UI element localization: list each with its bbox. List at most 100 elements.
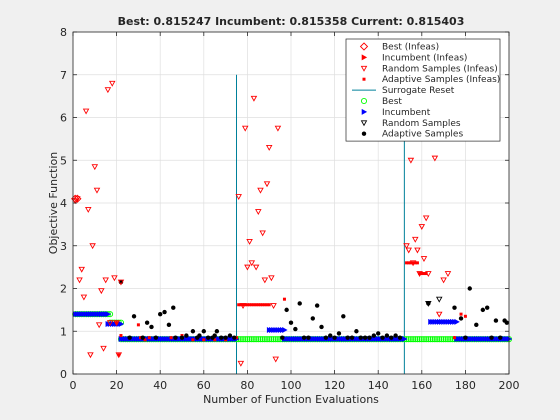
random-infeas-point — [259, 230, 266, 237]
adaptive-infeas-point — [169, 336, 173, 340]
legend: Best (Infeas)Incumbent (Infeas)Random Sa… — [345, 38, 501, 142]
x-tick-label: 80 — [240, 379, 254, 392]
best-marker — [263, 336, 271, 343]
adaptive-infeas-point — [237, 303, 241, 307]
adaptive-infeas-point — [119, 334, 123, 338]
adaptive-point — [498, 335, 503, 340]
adaptive-point — [474, 322, 479, 328]
best-marker — [444, 336, 452, 343]
adaptive-infeas-point — [241, 303, 245, 307]
random-infeas-point — [409, 260, 417, 267]
incumbent-marker — [282, 326, 288, 333]
best-marker — [418, 336, 425, 343]
y-tick-label: 6 — [60, 112, 67, 125]
adaptive-infeas-point — [252, 303, 256, 307]
best-marker — [440, 336, 447, 343]
best-marker — [250, 336, 257, 343]
adaptive-point — [153, 335, 159, 340]
best-marker — [274, 336, 281, 343]
incumbent-marker — [454, 318, 460, 325]
random-infeas-point — [239, 303, 247, 310]
x-tick-label: 60 — [197, 379, 211, 392]
adaptive-infeas-point — [411, 261, 415, 265]
random-infeas-point — [80, 294, 88, 301]
random-infeas-point — [272, 356, 280, 363]
adaptive-infeas-point — [248, 303, 252, 307]
y-tick-label: 0 — [60, 368, 67, 381]
best-marker — [410, 336, 417, 343]
legend-marker — [360, 97, 368, 105]
y-tick-label: 3 — [60, 240, 67, 253]
best-marker — [244, 336, 251, 343]
adaptive-point — [140, 335, 145, 340]
best-marker — [412, 336, 419, 343]
adaptive-infeas-point — [245, 303, 249, 307]
adaptive-point — [310, 316, 315, 321]
series-random — [425, 296, 443, 307]
adaptive-point — [376, 331, 381, 336]
adaptive-point — [341, 314, 346, 319]
adaptive-point — [493, 318, 499, 323]
random-infeas-point — [100, 345, 107, 352]
chart-title: Best: 0.815247 Incumbent: 0.815358 Curre… — [118, 15, 465, 28]
legend-marker — [360, 120, 368, 127]
random-infeas-point — [250, 95, 258, 102]
legend-entry-label: Random Samples (Infeas) — [382, 64, 498, 74]
random-infeas-point — [405, 247, 412, 254]
legend-marker — [362, 77, 366, 81]
adaptive-point — [332, 335, 337, 340]
adaptive-point — [345, 335, 350, 340]
random-infeas-point — [95, 322, 103, 329]
random-infeas-point — [104, 87, 112, 94]
legend-marker — [361, 54, 368, 61]
best-marker — [239, 336, 247, 343]
random-infeas-point — [252, 264, 260, 271]
adaptive-point — [162, 309, 167, 315]
best-marker — [407, 336, 414, 343]
random-infeas-point — [248, 260, 256, 267]
random-infeas-point — [270, 303, 277, 310]
x-tick-label: 200 — [499, 379, 520, 392]
random-infeas-point — [237, 360, 245, 367]
legend-entry-label: Best — [382, 97, 402, 107]
adaptive-point — [297, 301, 302, 306]
adaptive-point — [389, 335, 394, 340]
adaptive-point — [319, 324, 324, 330]
adaptive-point — [158, 311, 163, 317]
adaptive-point — [201, 329, 206, 334]
random-infeas-point — [255, 209, 262, 215]
legend-entry-label: Incumbent (Infeas) — [382, 53, 467, 63]
best-infeas-point — [73, 194, 82, 203]
adaptive-point — [184, 333, 189, 338]
best-marker — [270, 336, 277, 343]
adaptive-point — [232, 335, 237, 340]
adaptive-point — [362, 335, 368, 340]
random-infeas-point — [87, 352, 94, 359]
adaptive-point — [393, 333, 398, 338]
legend-entry-label: Random Samples — [382, 119, 461, 129]
best-marker — [431, 336, 438, 343]
x-axis-label: Number of Function Evaluations — [203, 393, 379, 406]
adaptive-point — [371, 333, 377, 338]
x-tick-label: 180 — [455, 379, 476, 392]
adaptive-point — [397, 335, 403, 340]
adaptive-point — [179, 335, 185, 340]
legend-marker — [361, 108, 368, 115]
adaptive-point — [223, 335, 228, 340]
best-marker — [414, 336, 421, 343]
adaptive-infeas-point — [407, 261, 411, 265]
adaptive-infeas-point — [213, 338, 217, 342]
adaptive-point — [384, 333, 390, 338]
incumbent-marker — [118, 320, 125, 327]
adaptive-point — [349, 335, 355, 340]
adaptive-infeas-point — [254, 303, 258, 307]
adaptive-infeas-point — [250, 303, 254, 307]
adaptive-point — [173, 335, 178, 340]
random-infeas-point — [246, 239, 253, 245]
adaptive-infeas-point — [258, 303, 262, 307]
adaptive-infeas-point — [453, 336, 456, 340]
adaptive-infeas-point — [115, 321, 119, 325]
adaptive-point — [358, 335, 363, 340]
random-infeas-point — [82, 108, 90, 115]
random-infeas-point — [407, 157, 415, 164]
